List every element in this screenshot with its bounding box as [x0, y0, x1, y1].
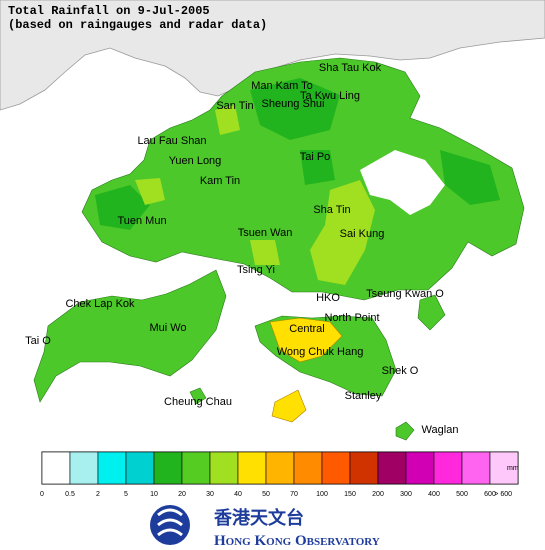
legend-label: 10	[150, 491, 158, 498]
legend-label: 400	[428, 491, 440, 498]
place-label: Shek O	[382, 365, 419, 377]
legend-label: 150	[344, 491, 356, 498]
logo: 香港天文台 Hong Kong Observatory	[150, 505, 380, 549]
legend-swatch	[41, 451, 71, 485]
place-label: Chek Lap Kok	[65, 298, 135, 310]
legend-unit: mm	[507, 465, 519, 472]
place-label: Sheung Shui	[262, 98, 325, 110]
place-label: Tsing Yi	[237, 264, 275, 276]
place-label: Sai Kung	[340, 228, 385, 240]
logo-english: Hong Kong Observatory	[214, 533, 380, 549]
place-label: Central	[289, 323, 324, 335]
legend-swatch	[377, 451, 407, 485]
legend-label: 500	[456, 491, 468, 498]
place-label: Stanley	[345, 390, 382, 402]
legend-label: 40	[234, 491, 242, 498]
rain-darker	[95, 78, 500, 230]
legend-label: 5	[124, 491, 128, 498]
legend-label: 20	[178, 491, 186, 498]
place-label: Tuen Mun	[117, 215, 166, 227]
title: Total Rainfall on 9-Jul-2005	[8, 4, 210, 18]
place-label: Cheung Chau	[164, 396, 232, 408]
legend-label: 30	[206, 491, 214, 498]
rain-yellow	[269, 317, 343, 423]
place-label: Sha Tau Kok	[319, 62, 382, 74]
place-label: Tsuen Wan	[238, 227, 293, 239]
place-label: Kam Tin	[200, 175, 240, 187]
legend-swatch	[69, 451, 99, 485]
legend-swatch	[489, 451, 519, 485]
new-territories	[81, 57, 525, 301]
legend-label: 50	[262, 491, 270, 498]
place-label: Sha Tin	[313, 204, 350, 216]
legend-swatch	[349, 451, 379, 485]
place-label: Man Kam To	[251, 80, 313, 92]
legend-swatch	[237, 451, 267, 485]
legend-label: 0	[40, 491, 44, 498]
tolo-harbour	[360, 150, 445, 215]
small-islands	[189, 294, 446, 441]
legend-label: 200	[372, 491, 384, 498]
place-label: HKO	[316, 292, 340, 304]
place-label: San Tin	[216, 100, 253, 112]
place-label: Ta Kwu Ling	[300, 90, 360, 102]
legend-swatch	[209, 451, 239, 485]
place-label: Yuen Long	[169, 155, 222, 167]
legend-label: 600	[484, 491, 496, 498]
legend-swatch	[97, 451, 127, 485]
legend-label: 100	[316, 491, 328, 498]
place-label: Wong Chuk Hang	[277, 346, 364, 358]
legend-swatch	[181, 451, 211, 485]
place-label: Tai Po	[300, 151, 331, 163]
legend-swatch	[321, 451, 351, 485]
place-label: Lau Fau Shan	[137, 135, 206, 147]
legend-label: 0.5	[65, 491, 75, 498]
logo-waves	[157, 508, 183, 537]
legend-label: 70	[290, 491, 298, 498]
legend: 0 0.5 2 5 10 20 30 40 50 70 100 150 200 300 400 500 600>…	[40, 451, 519, 498]
legend-swatch	[433, 451, 463, 485]
legend-swatch	[293, 451, 323, 485]
lantau-island	[33, 269, 227, 403]
legend-label: 300	[400, 491, 412, 498]
legend-swatch	[153, 451, 183, 485]
legend-label: > 600	[494, 491, 512, 498]
legend-swatch	[405, 451, 435, 485]
place-label: Tseung Kwan O	[366, 288, 444, 300]
place-label: Waglan	[422, 424, 459, 436]
legend-swatch	[265, 451, 295, 485]
legend-label: 2	[96, 491, 100, 498]
place-label: North Point	[324, 312, 379, 324]
subtitle: (based on raingauges and radar data)	[8, 18, 267, 32]
logo-chinese: 香港天文台	[213, 507, 304, 529]
place-label: Mui Wo	[149, 322, 186, 334]
legend-swatch	[461, 451, 491, 485]
legend-swatch	[125, 451, 155, 485]
place-label: Tai O	[25, 335, 51, 347]
